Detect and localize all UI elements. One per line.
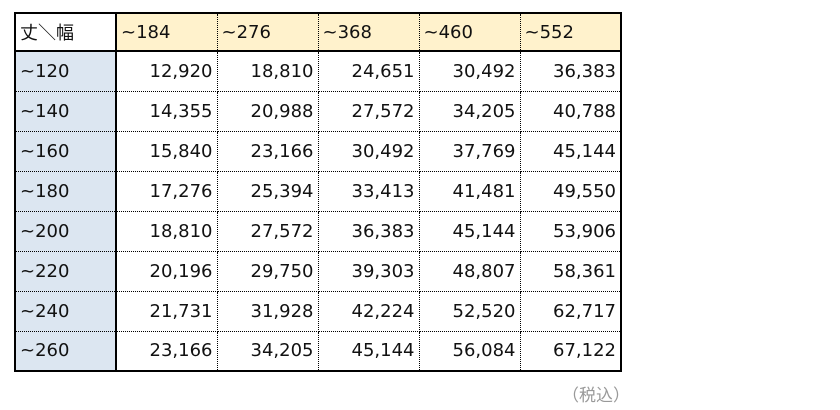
price-cell: 24,651 [317, 50, 420, 92]
price-cell: 21,731 [115, 290, 218, 332]
price-cell: 37,769 [418, 130, 521, 172]
price-cell: 29,750 [216, 250, 319, 292]
price-row: ~220 20,196 29,750 39,303 48,807 58,361 [14, 250, 622, 292]
price-cell: 53,906 [519, 210, 622, 252]
price-cell: 45,144 [519, 130, 622, 172]
price-cell: 30,492 [418, 50, 521, 92]
corner-cell: 丈＼幅 [14, 12, 117, 52]
price-cell: 20,196 [115, 250, 218, 292]
price-cell: 18,810 [115, 210, 218, 252]
price-cell: 36,383 [519, 50, 622, 92]
price-cell: 33,413 [317, 170, 420, 212]
price-cell: 20,988 [216, 90, 319, 132]
price-row: ~140 14,355 20,988 27,572 34,205 40,788 [14, 90, 622, 132]
price-cell: 48,807 [418, 250, 521, 292]
price-cell: 41,481 [418, 170, 521, 212]
height-header: ~160 [14, 130, 117, 172]
price-row: ~160 15,840 23,166 30,492 37,769 45,144 [14, 130, 622, 172]
price-cell: 62,717 [519, 290, 622, 332]
header-row: 丈＼幅 ~184 ~276 ~368 ~460 ~552 [14, 12, 622, 52]
price-cell: 17,276 [115, 170, 218, 212]
price-cell: 18,810 [216, 50, 319, 92]
price-cell: 30,492 [317, 130, 420, 172]
width-header: ~552 [519, 12, 622, 52]
price-cell: 45,144 [317, 330, 420, 372]
height-header: ~180 [14, 170, 117, 212]
height-header: ~220 [14, 250, 117, 292]
price-row: ~180 17,276 25,394 33,413 41,481 49,550 [14, 170, 622, 212]
price-cell: 49,550 [519, 170, 622, 212]
price-cell: 27,572 [317, 90, 420, 132]
height-header: ~140 [14, 90, 117, 132]
price-cell: 23,166 [115, 330, 218, 372]
price-cell: 39,303 [317, 250, 420, 292]
price-cell: 40,788 [519, 90, 622, 132]
price-row: ~200 18,810 27,572 36,383 45,144 53,906 [14, 210, 622, 252]
price-cell: 31,928 [216, 290, 319, 332]
height-header: ~260 [14, 330, 117, 372]
price-cell: 58,361 [519, 250, 622, 292]
price-cell: 14,355 [115, 90, 218, 132]
price-table: 丈＼幅 ~184 ~276 ~368 ~460 ~552 ~120 12,920 18,810 2… [14, 12, 622, 372]
width-header: ~368 [317, 12, 420, 52]
price-cell: 27,572 [216, 210, 319, 252]
price-row: ~120 12,920 18,810 24,651 30,492 36,383 [14, 50, 622, 92]
price-cell: 23,166 [216, 130, 319, 172]
price-cell: 52,520 [418, 290, 521, 332]
price-cell: 34,205 [418, 90, 521, 132]
price-row: ~260 23,166 34,205 45,144 56,084 67,122 [14, 330, 622, 372]
width-header: ~276 [216, 12, 319, 52]
price-cell: 12,920 [115, 50, 218, 92]
price-cell: 34,205 [216, 330, 319, 372]
height-header: ~120 [14, 50, 117, 92]
price-cell: 67,122 [519, 330, 622, 372]
price-cell: 15,840 [115, 130, 218, 172]
tax-note: （税込） [562, 386, 630, 406]
price-row: ~240 21,731 31,928 42,224 52,520 62,717 [14, 290, 622, 332]
price-cell: 36,383 [317, 210, 420, 252]
height-header: ~200 [14, 210, 117, 252]
width-header: ~184 [115, 12, 218, 52]
price-cell: 56,084 [418, 330, 521, 372]
price-cell: 45,144 [418, 210, 521, 252]
price-cell: 42,224 [317, 290, 420, 332]
price-cell: 25,394 [216, 170, 319, 212]
height-header: ~240 [14, 290, 117, 332]
width-header: ~460 [418, 12, 521, 52]
